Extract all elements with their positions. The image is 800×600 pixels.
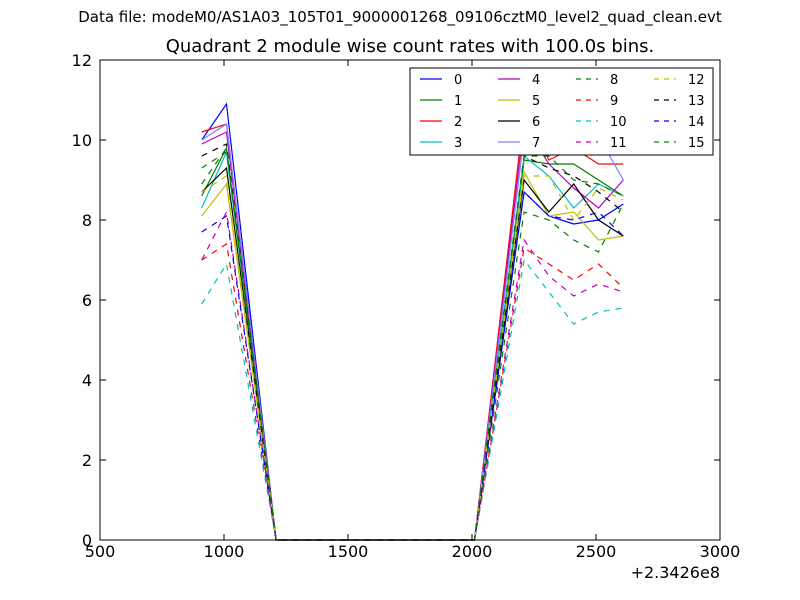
y-tick-label: 0 [82,531,92,550]
legend-label-14: 14 [688,115,705,130]
series-line-9 [201,243,624,541]
legend-label-13: 13 [688,94,705,109]
y-tick-label: 4 [82,371,92,390]
x-tick-label: 500 [85,542,116,561]
legend-label-0: 0 [454,73,462,88]
series-line-8 [201,150,624,541]
legend-label-1: 1 [454,94,462,109]
x-tick-label: 2500 [576,542,617,561]
legend-label-4: 4 [532,73,540,88]
x-tick-label: 3000 [700,542,741,561]
series-line-6 [201,166,624,541]
series-line-11 [201,210,624,541]
x-tick-label: 1500 [328,542,369,561]
y-tick-label: 8 [82,211,92,230]
legend-label-2: 2 [454,115,462,130]
y-tick-label: 6 [82,291,92,310]
x-tick-label: 1000 [204,542,245,561]
legend-frame [409,67,714,156]
series-line-15 [201,146,624,541]
legend-label-11: 11 [610,136,627,151]
legend-label-6: 6 [532,115,540,130]
legend-label-7: 7 [532,136,540,151]
figure-suptitle: Data file: modeM0/AS1A03_105T01_90000012… [78,8,722,26]
series-lines [201,102,624,541]
legend-label-10: 10 [610,115,627,130]
series-line-12 [201,174,624,541]
legend-label-8: 8 [610,73,618,88]
legend-label-9: 9 [610,94,618,109]
legend-label-3: 3 [454,136,462,151]
legend-label-15: 15 [688,136,705,151]
chart-title: Quadrant 2 module wise count rates with … [165,36,655,57]
series-line-0 [201,102,624,541]
series-line-10 [201,258,624,541]
x-axis-offset-label: +2.3426e8 [631,563,720,582]
y-tick-label: 10 [72,131,92,150]
legend-label-5: 5 [532,94,540,109]
y-tick-label: 2 [82,451,92,470]
x-tick-label: 2000 [452,542,493,561]
series-line-5 [201,170,624,541]
series-line-3 [201,149,624,541]
series-line-14 [201,190,624,541]
y-tick-label: 12 [72,51,92,70]
legend-label-12: 12 [688,73,705,88]
